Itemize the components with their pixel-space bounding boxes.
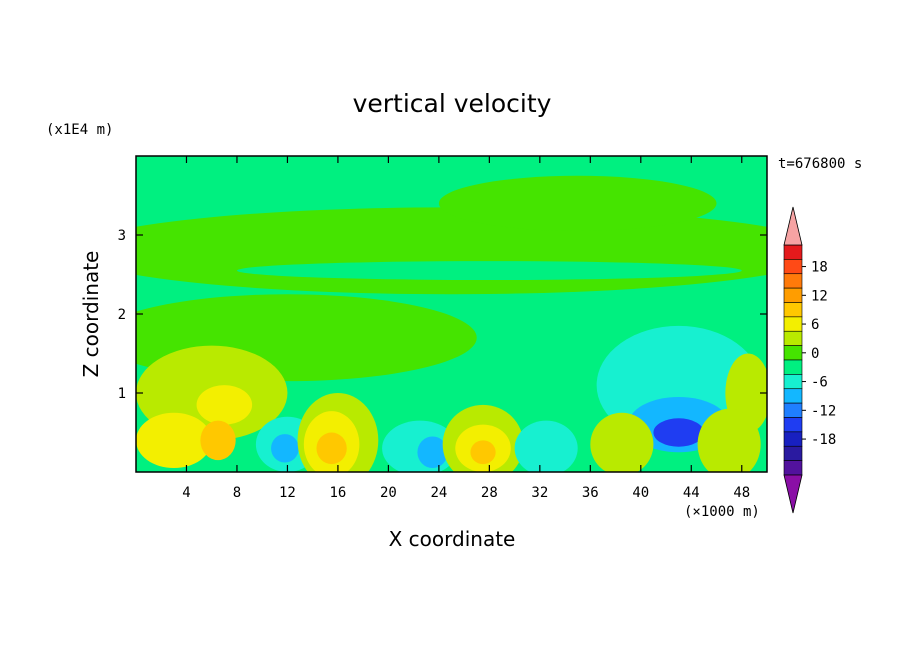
x-tick-label: 28 (481, 485, 498, 501)
x-tick-label: 4 (182, 485, 190, 501)
colorbar-segment (783, 388, 803, 404)
colorbar-over-arrow (783, 206, 803, 246)
contour-region-18 (417, 436, 448, 469)
x-tick-label: 36 (582, 485, 599, 501)
x-tick-label: 40 (632, 485, 649, 501)
colorbar-segment (783, 330, 803, 346)
colorbar-tick-label: -6 (811, 375, 828, 391)
colorbar-segment (783, 345, 803, 361)
x-unit-label: (×1000 m) (684, 504, 760, 520)
plot-area (136, 156, 767, 472)
x-tick-label: 12 (279, 485, 296, 501)
contour-region-16 (316, 432, 347, 465)
contour-region-6 (653, 418, 704, 447)
time-label: t=676800 s (778, 156, 862, 172)
x-axis-label: X coordinate (389, 527, 516, 551)
contour-region-13 (271, 434, 299, 463)
y-tick-label: 1 (118, 386, 126, 402)
colorbar-segment (783, 302, 803, 318)
x-tick-label: 44 (683, 485, 700, 501)
x-tick-label: 16 (329, 485, 346, 501)
colorbar-segment (783, 359, 803, 375)
contour-region-23 (590, 412, 654, 472)
y-axis-label: Z coordinate (79, 251, 103, 378)
x-tick-label: 32 (531, 485, 548, 501)
colorbar-tick-label: -18 (811, 432, 836, 448)
x-tick-label: 24 (430, 485, 447, 501)
colorbar-segment (783, 417, 803, 433)
y-unit-label: (x1E4 m) (46, 122, 113, 138)
colorbar-segment (783, 316, 803, 332)
y-tick-label: 3 (118, 228, 126, 244)
colorbar-segment (783, 431, 803, 447)
colorbar-segment (783, 445, 803, 461)
x-tick-label: 20 (380, 485, 397, 501)
colorbar-tick-label: 6 (811, 317, 819, 333)
y-tick-label: 2 (118, 307, 126, 323)
colorbar-segment (783, 460, 803, 476)
chart-title: vertical velocity (353, 89, 552, 118)
colorbar-tick-label: 12 (811, 288, 828, 304)
x-tick-label: 8 (233, 485, 241, 501)
colorbar-under-arrow (783, 474, 803, 514)
contour-region-10 (136, 412, 212, 469)
colorbar: 18 12 6 0 -6 -12 -18 (783, 206, 836, 514)
colorbar-tick-label: 18 (811, 260, 828, 276)
colorbar-segment (783, 244, 803, 260)
contour-region-9 (196, 385, 253, 425)
contour-region-11 (200, 420, 236, 461)
colorbar-segment (783, 402, 803, 418)
colorbar-tick-label: -12 (811, 403, 836, 419)
colorbar-segment (783, 273, 803, 289)
contour-region-24 (697, 408, 761, 472)
contour-region-0 (136, 207, 767, 295)
contour-region-22 (514, 420, 578, 472)
contour-region-1 (438, 175, 717, 232)
x-tick-label: 48 (733, 485, 750, 501)
colorbar-segment (783, 374, 803, 390)
colorbar-tick-label: 0 (811, 346, 819, 362)
colorbar-segment (783, 259, 803, 275)
contour-region-2 (236, 261, 742, 281)
contour-region-21 (470, 440, 496, 465)
colorbar-segment (783, 287, 803, 303)
